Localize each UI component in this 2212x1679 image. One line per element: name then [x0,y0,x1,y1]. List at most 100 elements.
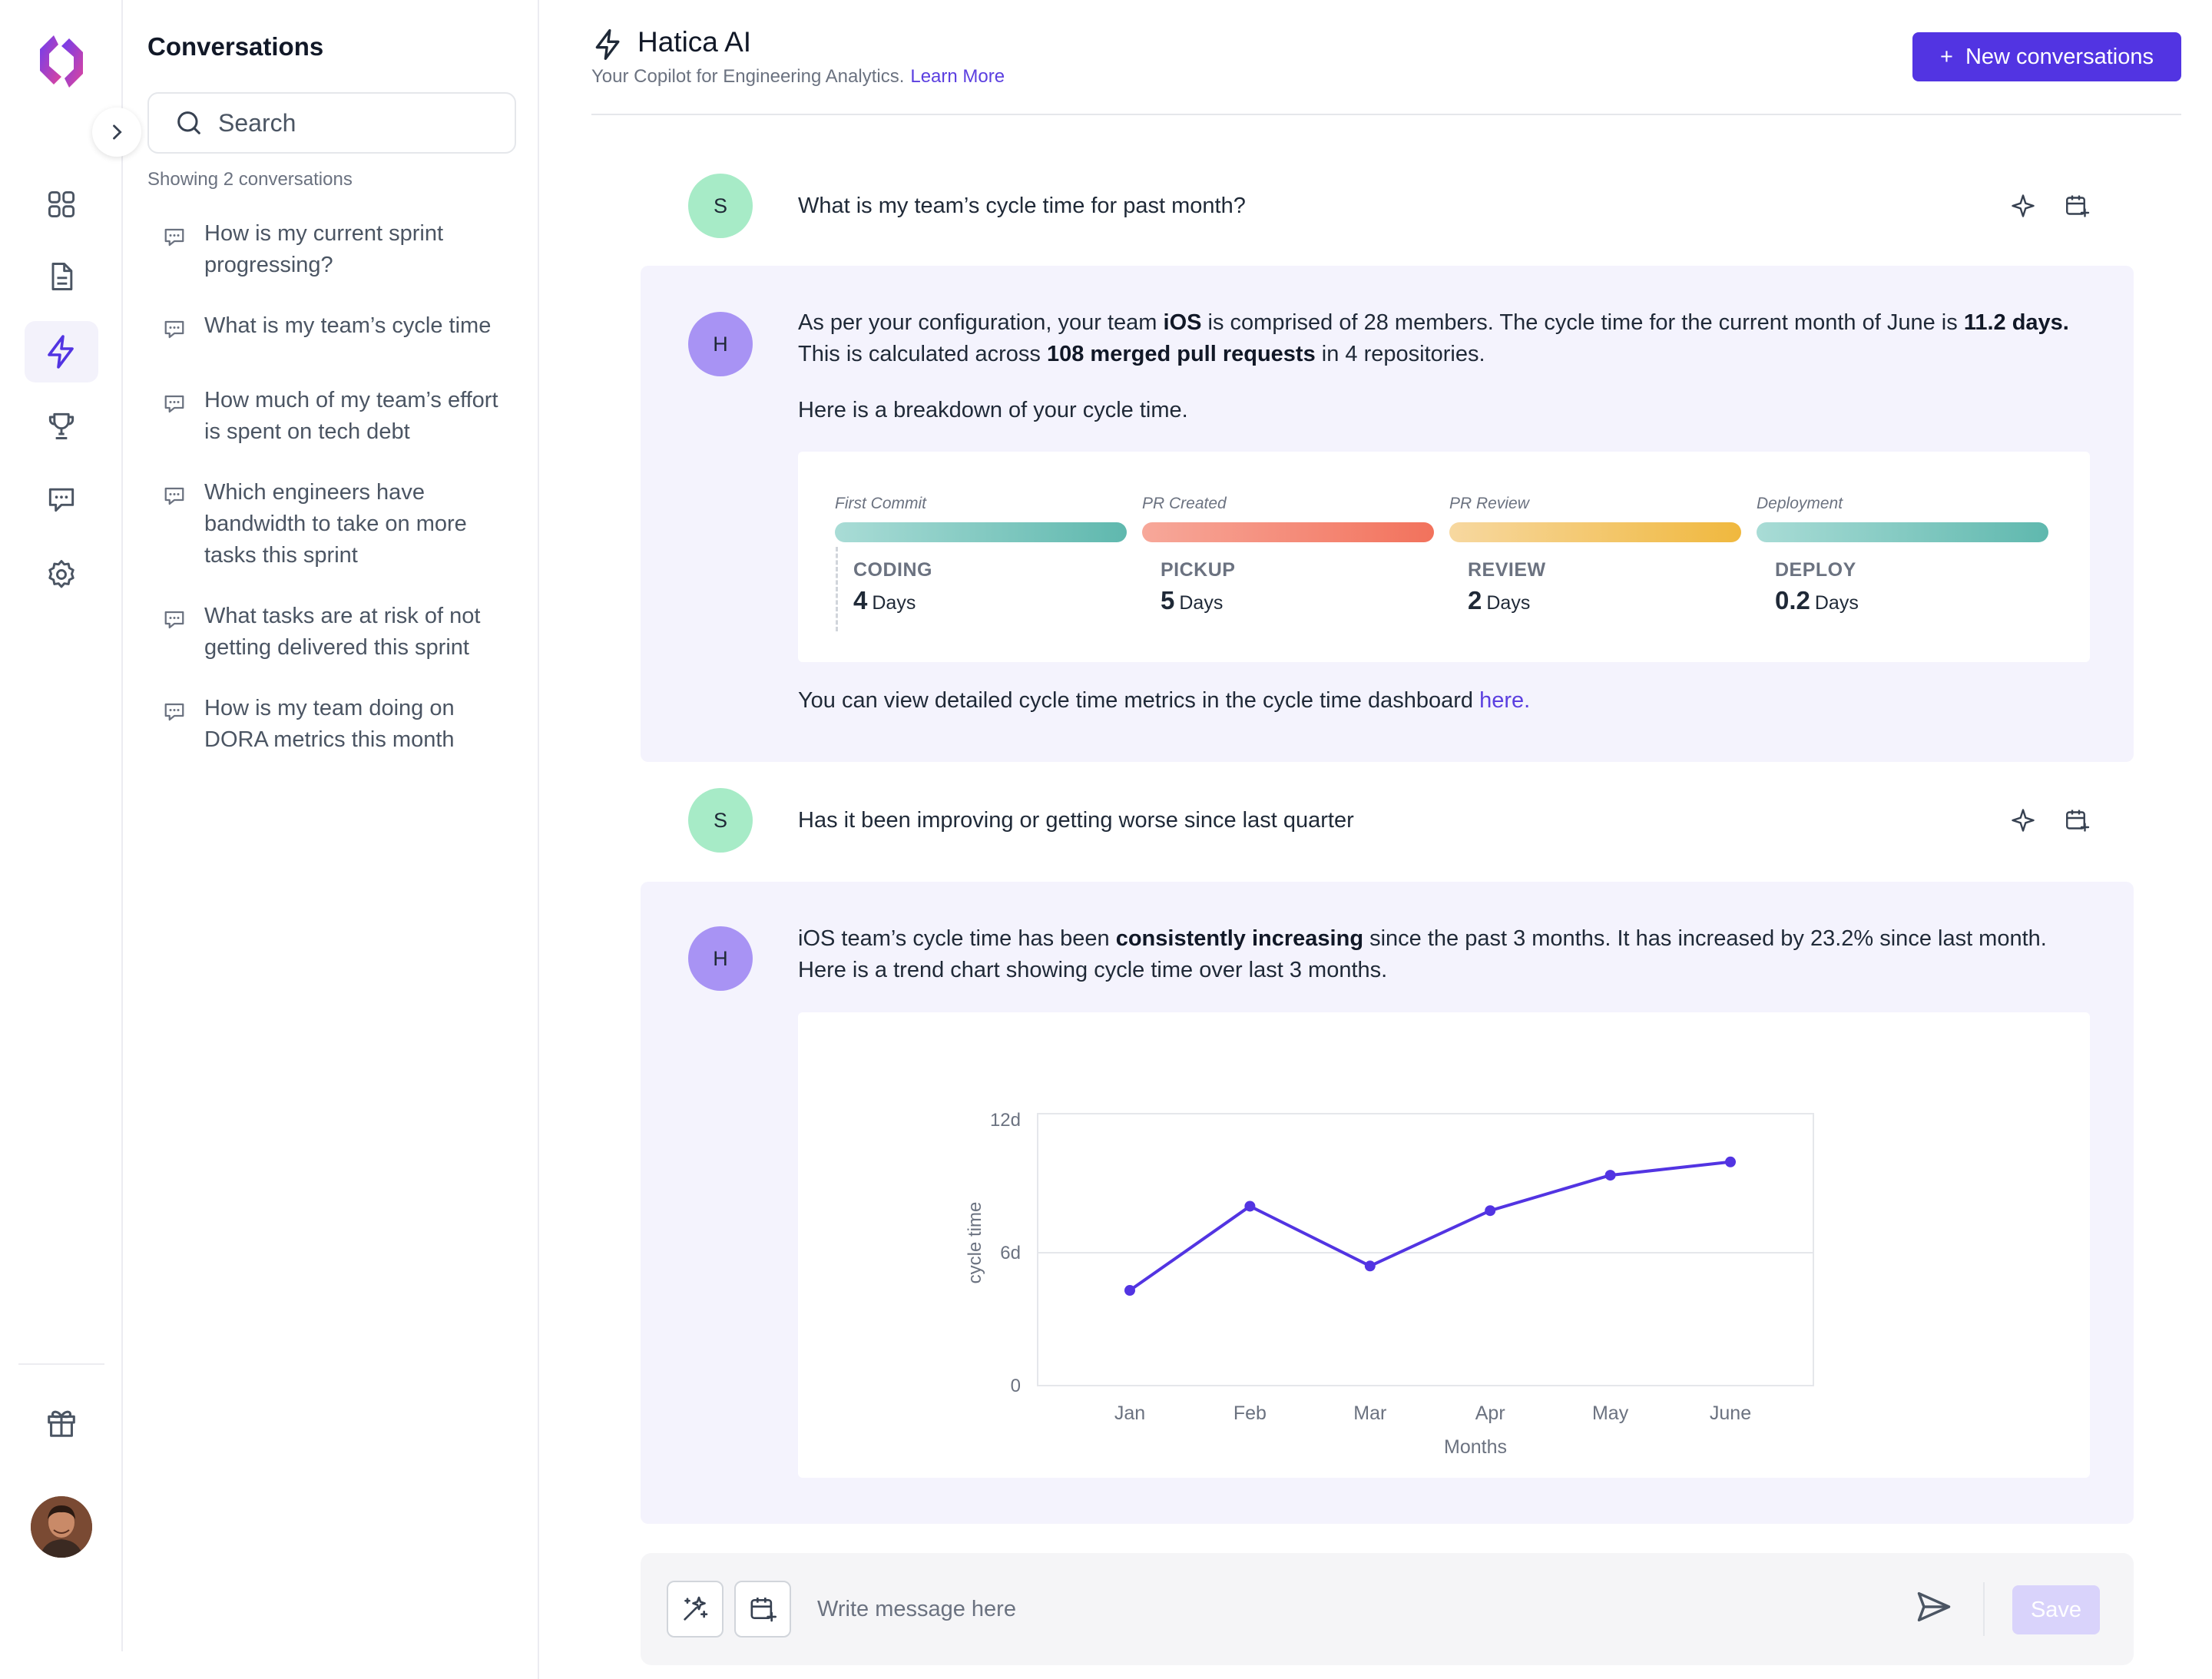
x-axis-label: Months [1444,1436,1507,1458]
sparkle-icon[interactable] [2009,192,2037,220]
nav-feedback[interactable] [25,469,98,530]
search-input[interactable] [218,108,495,137]
message-composer: Save [641,1553,2134,1665]
settings-icon [45,558,78,591]
new-conversation-button[interactable]: + New conversations [1912,32,2181,81]
trophy-icon [45,409,78,442]
stage-coding: First Commit CODING 4 Days [835,495,1127,615]
nav-settings[interactable] [25,544,98,605]
ai-bolt-icon [591,28,625,61]
data-point[interactable] [1244,1200,1256,1212]
message-icon [163,310,186,342]
conversation-item[interactable]: How much of my team’s effort is spent on… [163,385,516,448]
stage-bar [1449,522,1741,542]
conversation-item-label: How much of my team’s effort is spent on… [204,388,498,444]
stage-caption: PR Review [1449,495,1529,512]
search-box[interactable] [147,92,516,154]
conversation-count: Showing 2 conversations [147,169,353,190]
stage-value: 2 Days [1468,586,1531,614]
message-input[interactable] [817,1587,1739,1631]
stage-caption: First Commit [835,495,926,512]
stage-caption: PR Created [1142,495,1227,512]
conversations-panel: Conversations Showing 2 conversations Ho… [124,0,539,1679]
expand-sidebar-button[interactable] [92,108,141,157]
x-tick-label: June [1710,1402,1751,1424]
x-tick-label: Apr [1475,1402,1505,1424]
ai-suggest-button[interactable] [667,1581,724,1638]
save-button[interactable]: Save [2012,1585,2100,1634]
user-message-text: Has it been improving or getting worse s… [798,808,1354,833]
calendar-add-icon[interactable] [2063,192,2091,220]
x-tick-label: Jan [1114,1402,1145,1424]
conversation-item[interactable]: How is my current sprint progressing? [163,218,516,281]
stage-name: REVIEW [1468,559,1546,581]
conversation-item[interactable]: What is my team’s cycle time [163,310,516,342]
ai-message-text: Here is a breakdown of your cycle time. [798,398,1188,422]
plot-frame [1037,1113,1814,1386]
user-message-text: What is my team’s cycle time for past mo… [798,194,1246,218]
message-icon [163,477,186,571]
conversation-item-label: What is my team’s cycle time [204,313,492,338]
stage-name: PICKUP [1161,559,1236,581]
nav-dashboard[interactable] [25,174,98,235]
rail-divider [18,1363,104,1365]
message-icon [163,218,186,281]
conversation-item-label: How is my current sprint progressing? [204,221,444,277]
conversation-item-label: Which engineers have bandwidth to take o… [204,480,467,568]
conversation-item[interactable]: How is my team doing on DORA metrics thi… [163,693,516,756]
learn-more-link[interactable]: Learn More [910,66,1005,87]
composer-divider [1983,1582,1985,1636]
stage-bar [1757,522,2048,542]
data-point[interactable] [1725,1156,1736,1167]
chat-header: Hatica AI Your Copilot for Engineering A… [591,0,2181,115]
user-avatar[interactable] [31,1496,92,1558]
sparkle-icon[interactable] [2009,806,2037,834]
stage-name: DEPLOY [1775,559,1856,581]
calendar-add-icon[interactable] [2063,806,2091,834]
schedule-button[interactable] [734,1581,791,1638]
stage-review: PR Review REVIEW 2 Days [1449,495,1741,615]
conversation-item-label: What tasks are at risk of not getting de… [204,604,481,660]
trend-chart-card: 0 6d 12d Jan Feb Mar Apr May June cycle time Mo… [798,1012,2090,1478]
message-actions [2009,806,2091,834]
x-tick-label: May [1592,1402,1629,1424]
data-point[interactable] [1604,1170,1616,1181]
message-actions [2009,192,2091,220]
stage-value: 5 Days [1161,586,1224,614]
user-avatar-initial: S [688,174,753,238]
ai-bolt-icon [43,333,80,370]
conversations-title: Conversations [147,32,324,61]
nav-reports[interactable] [25,246,98,307]
stage-caption: Deployment [1757,495,1843,512]
send-icon[interactable] [1914,1587,1954,1627]
data-point[interactable] [1485,1205,1496,1217]
chevron-right-icon [106,121,127,143]
message-icon [163,601,186,664]
conversation-item[interactable]: Which engineers have bandwidth to take o… [163,477,516,571]
calendar-add-icon [747,1594,778,1624]
chart-points [1124,1156,1736,1297]
cycle-time-trend-chart: 0 6d 12d Jan Feb Mar Apr May June cycle time Mo… [965,1110,1814,1458]
ai-avatar-initial: H [688,926,753,991]
chart-x-ticks: Jan Feb Mar Apr May June [1114,1402,1751,1424]
nav-hatica-ai[interactable] [25,321,98,382]
data-point[interactable] [1364,1260,1376,1272]
gift-icon [44,1405,79,1440]
stage-bar [835,522,1127,542]
user-avatar-initial: S [688,788,753,853]
chart-y-ticks: 0 6d 12d [990,1110,1021,1396]
dashboard-link[interactable]: here. [1479,688,1531,713]
nav-rewards[interactable] [25,1392,98,1453]
hatica-logo-icon[interactable] [31,31,92,92]
user-message: S Has it been improving or getting worse… [641,773,2134,877]
magic-wand-icon [680,1594,710,1624]
chat-icon [45,482,78,516]
chat-main: Hatica AI Your Copilot for Engineering A… [541,0,2212,1679]
conversation-item[interactable]: What tasks are at risk of not getting de… [163,601,516,664]
nav-achievements[interactable] [25,395,98,456]
plus-icon: + [1940,44,1953,69]
conversation-list: How is my current sprint progressing? Wh… [163,218,516,785]
data-point[interactable] [1124,1285,1135,1297]
x-tick-label: Mar [1353,1402,1386,1424]
y-axis-label: cycle time [965,1202,985,1284]
